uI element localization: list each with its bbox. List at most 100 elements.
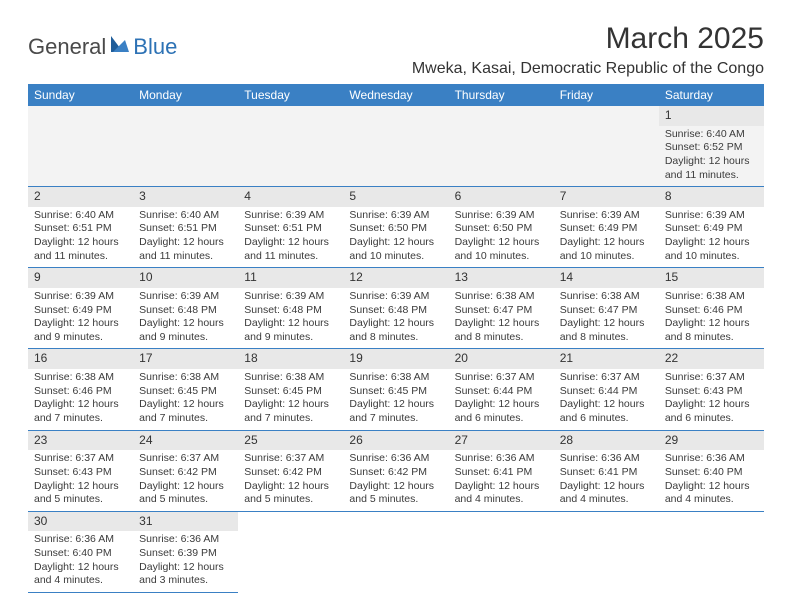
day-number: 20: [449, 349, 554, 369]
calendar-cell: [449, 106, 554, 187]
day-number: 3: [133, 187, 238, 207]
calendar-cell: 16Sunrise: 6:38 AMSunset: 6:46 PMDayligh…: [28, 349, 133, 430]
sunrise-text: Sunrise: 6:36 AM: [560, 452, 653, 466]
logo-text-2: Blue: [133, 34, 177, 60]
sunset-text: Sunset: 6:50 PM: [349, 222, 442, 236]
sunrise-text: Sunrise: 6:38 AM: [139, 371, 232, 385]
sunrise-text: Sunrise: 6:40 AM: [139, 209, 232, 223]
day-number: 4: [238, 187, 343, 207]
calendar-cell: [449, 511, 554, 592]
weekday-header: Wednesday: [343, 84, 448, 106]
sunrise-text: Sunrise: 6:38 AM: [665, 290, 758, 304]
sunset-text: Sunset: 6:51 PM: [34, 222, 127, 236]
daylight-text: Daylight: 12 hours and 8 minutes.: [560, 317, 653, 344]
day-number: 30: [28, 512, 133, 532]
sunset-text: Sunset: 6:39 PM: [139, 547, 232, 561]
sunrise-text: Sunrise: 6:40 AM: [665, 128, 758, 142]
sunrise-text: Sunrise: 6:37 AM: [244, 452, 337, 466]
calendar-cell: 5Sunrise: 6:39 AMSunset: 6:50 PMDaylight…: [343, 187, 448, 268]
daylight-text: Daylight: 12 hours and 10 minutes.: [665, 236, 758, 263]
calendar-cell: 24Sunrise: 6:37 AMSunset: 6:42 PMDayligh…: [133, 430, 238, 511]
weekday-header: Thursday: [449, 84, 554, 106]
calendar-row: 2Sunrise: 6:40 AMSunset: 6:51 PMDaylight…: [28, 187, 764, 268]
weekday-header: Saturday: [659, 84, 764, 106]
sunset-text: Sunset: 6:42 PM: [244, 466, 337, 480]
sunset-text: Sunset: 6:41 PM: [455, 466, 548, 480]
day-number: 22: [659, 349, 764, 369]
sunset-text: Sunset: 6:49 PM: [34, 304, 127, 318]
calendar-cell: [238, 106, 343, 187]
calendar-body: 1Sunrise: 6:40 AMSunset: 6:52 PMDaylight…: [28, 106, 764, 592]
sunrise-text: Sunrise: 6:39 AM: [139, 290, 232, 304]
day-number: 10: [133, 268, 238, 288]
calendar-cell: [343, 511, 448, 592]
sunrise-text: Sunrise: 6:37 AM: [34, 452, 127, 466]
calendar-cell: [554, 106, 659, 187]
sunset-text: Sunset: 6:49 PM: [665, 222, 758, 236]
day-number: 25: [238, 431, 343, 451]
daylight-text: Daylight: 12 hours and 8 minutes.: [455, 317, 548, 344]
header: General Blue March 2025 Mweka, Kasai, De…: [28, 22, 764, 78]
calendar-cell: 21Sunrise: 6:37 AMSunset: 6:44 PMDayligh…: [554, 349, 659, 430]
daylight-text: Daylight: 12 hours and 9 minutes.: [34, 317, 127, 344]
sunrise-text: Sunrise: 6:39 AM: [34, 290, 127, 304]
calendar-cell: 30Sunrise: 6:36 AMSunset: 6:40 PMDayligh…: [28, 511, 133, 592]
sunset-text: Sunset: 6:48 PM: [244, 304, 337, 318]
calendar-cell: 9Sunrise: 6:39 AMSunset: 6:49 PMDaylight…: [28, 268, 133, 349]
calendar-cell: 29Sunrise: 6:36 AMSunset: 6:40 PMDayligh…: [659, 430, 764, 511]
calendar-cell: [238, 511, 343, 592]
sunrise-text: Sunrise: 6:36 AM: [455, 452, 548, 466]
day-number: 7: [554, 187, 659, 207]
sunset-text: Sunset: 6:51 PM: [244, 222, 337, 236]
logo-sail-icon: [109, 34, 131, 54]
sunrise-text: Sunrise: 6:39 AM: [349, 209, 442, 223]
sunset-text: Sunset: 6:46 PM: [665, 304, 758, 318]
day-number: 8: [659, 187, 764, 207]
logo: General Blue: [28, 34, 177, 60]
calendar-cell: 14Sunrise: 6:38 AMSunset: 6:47 PMDayligh…: [554, 268, 659, 349]
day-number: 21: [554, 349, 659, 369]
calendar-row: 16Sunrise: 6:38 AMSunset: 6:46 PMDayligh…: [28, 349, 764, 430]
calendar-cell: 17Sunrise: 6:38 AMSunset: 6:45 PMDayligh…: [133, 349, 238, 430]
daylight-text: Daylight: 12 hours and 5 minutes.: [139, 480, 232, 507]
daylight-text: Daylight: 12 hours and 4 minutes.: [455, 480, 548, 507]
daylight-text: Daylight: 12 hours and 5 minutes.: [349, 480, 442, 507]
day-number: 2: [28, 187, 133, 207]
calendar-row: 23Sunrise: 6:37 AMSunset: 6:43 PMDayligh…: [28, 430, 764, 511]
daylight-text: Daylight: 12 hours and 4 minutes.: [665, 480, 758, 507]
sunrise-text: Sunrise: 6:36 AM: [349, 452, 442, 466]
sunset-text: Sunset: 6:49 PM: [560, 222, 653, 236]
calendar-cell: 12Sunrise: 6:39 AMSunset: 6:48 PMDayligh…: [343, 268, 448, 349]
sunrise-text: Sunrise: 6:36 AM: [139, 533, 232, 547]
calendar-row: 1Sunrise: 6:40 AMSunset: 6:52 PMDaylight…: [28, 106, 764, 187]
daylight-text: Daylight: 12 hours and 8 minutes.: [665, 317, 758, 344]
calendar-cell: 26Sunrise: 6:36 AMSunset: 6:42 PMDayligh…: [343, 430, 448, 511]
daylight-text: Daylight: 12 hours and 11 minutes.: [665, 155, 758, 182]
sunset-text: Sunset: 6:47 PM: [560, 304, 653, 318]
daylight-text: Daylight: 12 hours and 9 minutes.: [244, 317, 337, 344]
sunset-text: Sunset: 6:45 PM: [139, 385, 232, 399]
day-number: 15: [659, 268, 764, 288]
weekday-header: Tuesday: [238, 84, 343, 106]
day-number: 31: [133, 512, 238, 532]
location-text: Mweka, Kasai, Democratic Republic of the…: [412, 60, 764, 78]
sunset-text: Sunset: 6:44 PM: [560, 385, 653, 399]
daylight-text: Daylight: 12 hours and 7 minutes.: [34, 398, 127, 425]
sunrise-text: Sunrise: 6:37 AM: [455, 371, 548, 385]
daylight-text: Daylight: 12 hours and 6 minutes.: [665, 398, 758, 425]
sunrise-text: Sunrise: 6:39 AM: [244, 209, 337, 223]
daylight-text: Daylight: 12 hours and 7 minutes.: [349, 398, 442, 425]
calendar-cell: 3Sunrise: 6:40 AMSunset: 6:51 PMDaylight…: [133, 187, 238, 268]
calendar-cell: 13Sunrise: 6:38 AMSunset: 6:47 PMDayligh…: [449, 268, 554, 349]
day-number: 26: [343, 431, 448, 451]
sunset-text: Sunset: 6:50 PM: [455, 222, 548, 236]
sunrise-text: Sunrise: 6:39 AM: [665, 209, 758, 223]
calendar-cell: 6Sunrise: 6:39 AMSunset: 6:50 PMDaylight…: [449, 187, 554, 268]
daylight-text: Daylight: 12 hours and 4 minutes.: [560, 480, 653, 507]
calendar-cell: 22Sunrise: 6:37 AMSunset: 6:43 PMDayligh…: [659, 349, 764, 430]
sunset-text: Sunset: 6:51 PM: [139, 222, 232, 236]
sunset-text: Sunset: 6:44 PM: [455, 385, 548, 399]
day-number: 19: [343, 349, 448, 369]
daylight-text: Daylight: 12 hours and 3 minutes.: [139, 561, 232, 588]
calendar-cell: 8 Sunrise: 6:39 AMSunset: 6:49 PMDaylight…: [659, 187, 764, 268]
